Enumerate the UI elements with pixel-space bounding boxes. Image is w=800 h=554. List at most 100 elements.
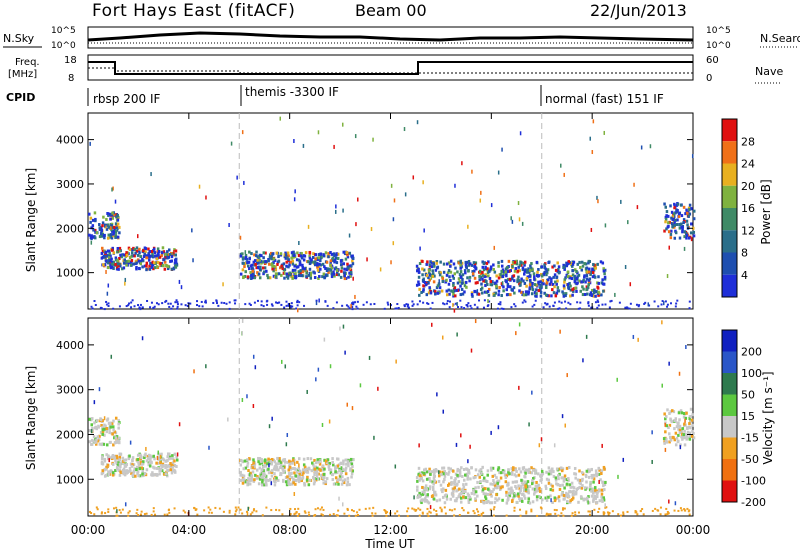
echo-cell: [602, 289, 605, 293]
echo-cell: [573, 277, 577, 281]
echo-cell: [339, 263, 343, 267]
ground-scatter-cell: [280, 303, 283, 306]
echo-cell: [427, 276, 430, 280]
echo-cell: [519, 283, 522, 287]
echo-cell: [665, 214, 668, 218]
echo-cell: [99, 430, 103, 434]
echo-cell: [583, 486, 587, 490]
colorbar-tick-label: 4: [741, 269, 748, 282]
ground-scatter-cell: [648, 304, 651, 307]
echo-cell: [418, 262, 422, 266]
echo-cell: [450, 482, 453, 486]
echo-cell: [173, 463, 177, 467]
ground-scatter-cell: [152, 507, 155, 510]
noise-cell: [293, 197, 296, 202]
echo-cell: [265, 468, 269, 472]
noise-cell: [108, 458, 110, 463]
echo-cell: [150, 265, 154, 269]
echo-cell: [150, 254, 154, 258]
echo-cell: [514, 468, 517, 472]
echo-cell: [575, 289, 578, 293]
ground-scatter-cell: [228, 307, 231, 310]
echo-cell: [480, 291, 484, 295]
echo-cell: [452, 292, 455, 296]
echo-cell: [524, 489, 528, 493]
echo-cell: [664, 220, 667, 224]
ground-scatter-cell: [217, 304, 220, 307]
ground-scatter-cell: [604, 303, 607, 306]
echo-cell: [493, 473, 497, 477]
echo-cell: [91, 224, 95, 228]
x-tick-label: 04:00: [172, 523, 207, 537]
y-tick-label: 4000: [56, 339, 84, 352]
echo-cell: [330, 266, 334, 270]
ground-scatter-cell: [666, 512, 669, 515]
echo-cell: [415, 476, 419, 480]
noise-cell: [490, 203, 493, 208]
echo-cell: [556, 286, 560, 290]
echo-cell: [549, 488, 553, 492]
echo-cell: [527, 497, 531, 501]
echo-cell: [114, 229, 117, 233]
echo-cell: [563, 278, 567, 282]
echo-cell: [423, 280, 427, 284]
echo-cell: [302, 258, 306, 262]
ground-scatter-cell: [513, 509, 516, 512]
echo-cell: [155, 466, 159, 470]
noise-cell: [334, 209, 337, 214]
echo-cell: [555, 467, 559, 471]
echo-cell: [542, 282, 545, 286]
ground-scatter-cell: [115, 514, 118, 517]
echo-cell: [121, 456, 125, 460]
ground-scatter-cell: [651, 509, 654, 512]
echo-cell: [509, 293, 512, 297]
noise-cell: [105, 269, 107, 274]
ground-scatter-cell: [358, 508, 361, 511]
ground-scatter-cell: [656, 509, 659, 512]
echo-cell: [471, 294, 474, 298]
noise-cell: [617, 474, 619, 479]
ground-scatter-cell: [604, 506, 607, 509]
ground-scatter-cell: [298, 513, 301, 516]
echo-cell: [600, 281, 604, 285]
time-x-axis: 00:00 04:00 08:00 12:00 16:00 20:00 00:00: [71, 113, 710, 537]
echo-cell: [452, 283, 455, 287]
echo-cell: [280, 273, 283, 277]
ground-scatter-cell: [587, 510, 590, 513]
echo-cell: [123, 258, 127, 262]
echo-cell: [518, 289, 521, 293]
echo-cell: [476, 292, 479, 296]
echo-cell: [425, 499, 428, 503]
echo-cell: [563, 486, 566, 490]
echo-cell: [261, 481, 264, 485]
echo-cell: [135, 265, 138, 269]
echo-cell: [288, 462, 292, 466]
echo-cell: [103, 427, 106, 431]
echo-cell: [497, 264, 500, 268]
echo-cell: [690, 207, 693, 211]
echo-cell: [101, 432, 104, 436]
noise-cell: [518, 217, 521, 222]
echo-cell: [583, 275, 586, 279]
ground-scatter-cell: [574, 511, 577, 514]
echo-cell: [309, 273, 313, 277]
noise-cell: [510, 216, 512, 221]
echo-cell: [544, 484, 548, 488]
echo-cell: [349, 270, 353, 274]
echo-cell: [147, 258, 151, 262]
echo-cell: [491, 482, 495, 486]
noise-cell: [651, 430, 653, 435]
echo-cell: [124, 261, 128, 265]
echo-cell: [533, 490, 537, 494]
echo-cell: [336, 252, 340, 256]
echo-cell: [262, 469, 265, 473]
echo-cell: [93, 236, 97, 240]
echo-cell: [585, 277, 589, 281]
echo-cell: [459, 500, 463, 504]
ground-scatter-cell: [352, 301, 355, 304]
echo-cell: [121, 462, 124, 466]
echo-cell: [131, 463, 134, 467]
echo-cell: [106, 266, 110, 270]
echo-cell: [147, 463, 151, 467]
